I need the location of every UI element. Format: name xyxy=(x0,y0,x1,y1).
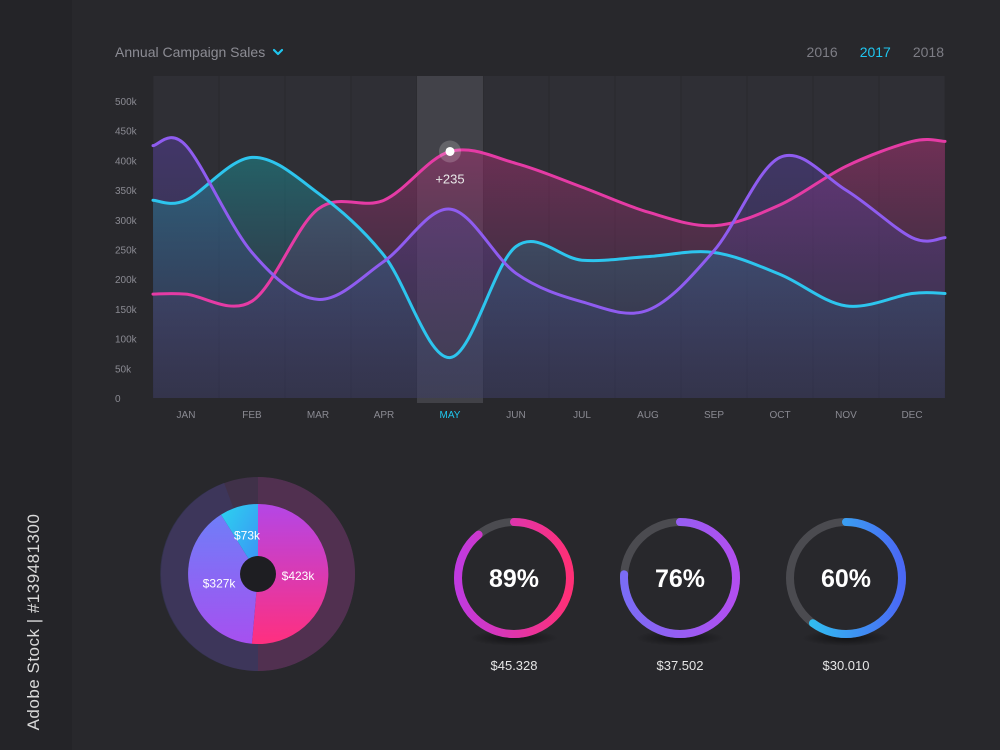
x-tick-label: FEB xyxy=(242,410,262,421)
ring-progress xyxy=(620,518,740,638)
y-tick-label: 250k xyxy=(115,246,138,257)
x-tick-label: JAN xyxy=(177,410,196,421)
y-tick-label: 100k xyxy=(115,335,138,346)
year-selector: 2016 2017 2018 xyxy=(807,44,944,60)
x-tick-label: DEC xyxy=(901,410,922,421)
pie-slice[interactable] xyxy=(188,514,258,644)
ring-percent-label: 60% xyxy=(821,565,871,593)
ring-percent-label: 89% xyxy=(489,565,539,593)
chart-title: Annual Campaign Sales xyxy=(115,44,266,60)
x-tick-label: AUG xyxy=(637,410,659,421)
year-tab-2017[interactable]: 2017 xyxy=(859,44,891,60)
pie-slice-label: $423k xyxy=(282,569,316,583)
y-tick-label: 350k xyxy=(115,186,138,197)
x-tick-label: OCT xyxy=(769,410,790,421)
pie-slice[interactable] xyxy=(221,504,258,574)
ring-progress xyxy=(786,518,906,638)
highlight-value-label: +235 xyxy=(435,171,464,186)
pie-center-hole xyxy=(240,556,276,592)
progress-ring: 76% xyxy=(620,518,740,646)
series-line xyxy=(151,155,947,360)
metric-value: $37.502 xyxy=(656,658,704,673)
chart-title-dropdown[interactable]: Annual Campaign Sales xyxy=(115,44,284,60)
series-area xyxy=(153,157,945,398)
y-tick-label: 200k xyxy=(115,275,138,286)
x-tick-label: NOV xyxy=(835,410,857,421)
x-tick-label: MAY xyxy=(440,410,461,421)
progress-ring: 89% xyxy=(454,518,574,646)
year-tab-2016[interactable]: 2016 xyxy=(806,44,838,60)
series-line-path xyxy=(151,138,947,308)
pie-chart: $423k $327k $73k xyxy=(160,477,355,672)
pie-slice-label: $327k xyxy=(203,576,237,590)
progress-rings: 89% 76% 60% xyxy=(454,518,906,646)
y-tick-label: 300k xyxy=(115,216,138,227)
metric-value: $45.328 xyxy=(490,658,538,673)
x-tick-label: JUL xyxy=(573,410,591,421)
y-tick-label: 450k xyxy=(115,127,138,138)
line-chart: 0 50k 100k 150k 200k 250k 300k 350k 400k 450k 500k… xyxy=(115,76,947,421)
progress-ring: 60% xyxy=(786,518,906,646)
y-tick-label: 150k xyxy=(115,305,138,316)
x-tick-label: JUN xyxy=(506,410,525,421)
side-strip xyxy=(0,0,72,750)
chevron-down-icon xyxy=(273,48,284,56)
metric-value: $30.010 xyxy=(822,658,870,673)
x-tick-label: APR xyxy=(374,410,395,421)
highlight-point[interactable] xyxy=(445,146,455,156)
series-line-path xyxy=(151,155,947,360)
pie-slice-label: $73k xyxy=(234,529,261,543)
y-tick-label: 0 xyxy=(115,394,121,405)
y-tick-label: 400k xyxy=(115,156,138,167)
ring-progress xyxy=(454,518,574,638)
ring-percent-label: 76% xyxy=(655,565,705,593)
x-tick-label: MAR xyxy=(307,410,329,421)
series-line xyxy=(151,136,947,315)
year-tab-2018[interactable]: 2018 xyxy=(912,44,944,60)
pie-slice[interactable] xyxy=(251,503,329,644)
series-line-path xyxy=(151,136,947,315)
y-tick-label: 500k xyxy=(115,97,138,108)
x-tick-label: SEP xyxy=(704,410,724,421)
y-tick-label: 50k xyxy=(115,364,132,375)
